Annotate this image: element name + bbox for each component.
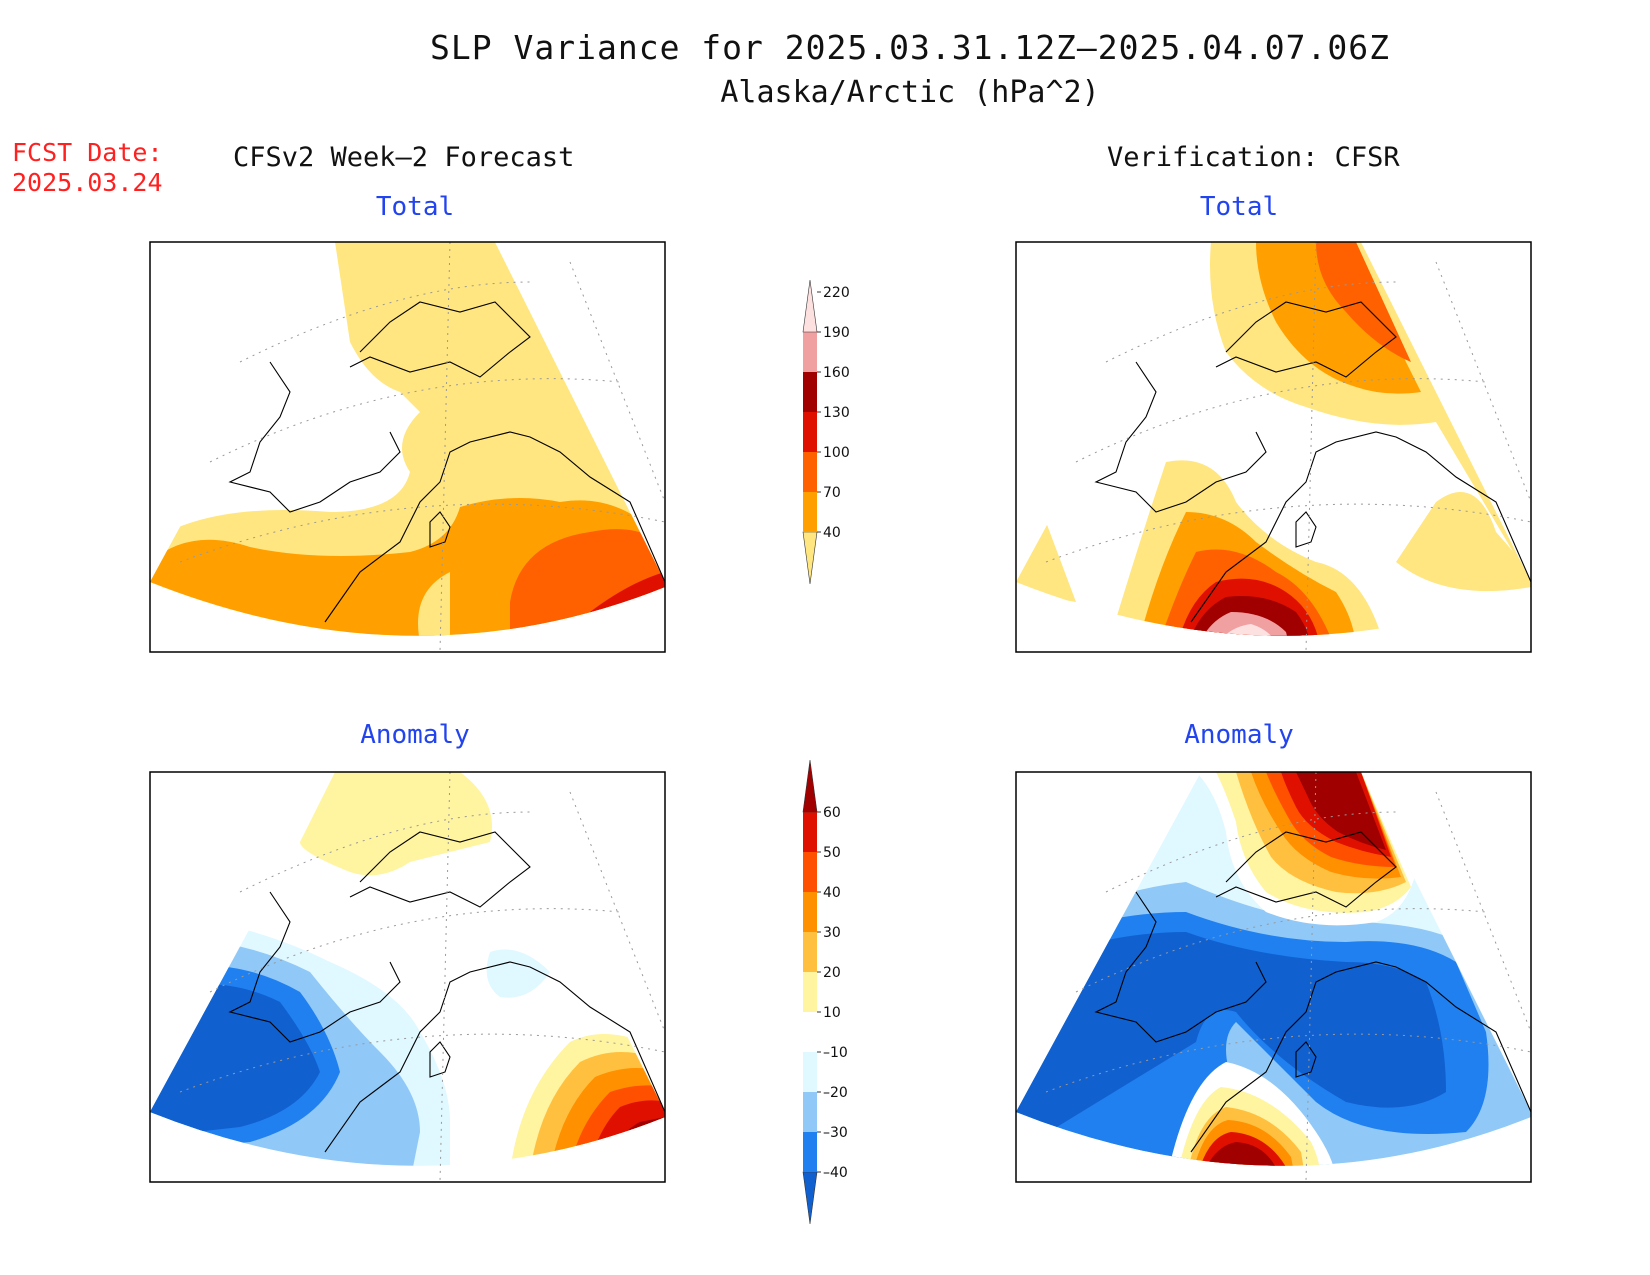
fcst-date-value: 2025.03.24: [12, 168, 163, 197]
colorbar-total-tick-label: 190: [823, 325, 850, 341]
forecast-column-title: CFSv2 Week–2 Forecast: [233, 142, 575, 173]
colorbar-anomaly-swatch: [803, 1012, 817, 1052]
graticule: [179, 241, 666, 653]
map-verification-anomaly: [1016, 771, 1532, 1183]
panel-title-forecast-anomaly: Anomaly: [360, 720, 470, 750]
colorbar-total-tick-label: 100: [823, 445, 850, 461]
map-forecast-total: [150, 241, 666, 653]
colorbar-anomaly-swatch: [802, 1171, 818, 1225]
verification-column-title: Verification: CFSR: [1107, 142, 1400, 173]
fcst-date-label: FCST Date:: [12, 138, 163, 167]
colorbar-total-swatch: [802, 279, 818, 333]
colorbar-anomaly-tick-label: 30: [823, 925, 841, 941]
map-forecast-anomaly: [150, 771, 666, 1183]
colorbar-total-tick-label: 220: [823, 285, 850, 301]
colorbar-anomaly-swatch: [803, 1132, 817, 1172]
panel-title-forecast-total: Total: [375, 192, 455, 222]
colorbar-anomaly-swatch: [803, 892, 817, 932]
colorbar-total-swatch: [803, 372, 817, 412]
coastline: [1094, 301, 1532, 623]
colorbar-total-swatch: [803, 332, 817, 372]
frame-verification-total: [1015, 241, 1532, 653]
frame-forecast-anomaly: [149, 771, 666, 1183]
colorbar-total-swatch: [803, 492, 817, 532]
colorbar-total-tick-label: 160: [823, 365, 850, 381]
graticule: [1045, 771, 1532, 1183]
colorbar-total-swatch: [803, 452, 817, 492]
frame-verification-anomaly: [1015, 771, 1532, 1183]
colorbar-anomaly-swatch: [803, 972, 817, 1012]
map-verification-total: [1016, 241, 1532, 653]
coastline: [1094, 831, 1532, 1153]
colorbar-anomaly-tick-label: –40: [823, 1165, 848, 1181]
colorbar-anomaly-swatch: [803, 1052, 817, 1092]
colorbar-total-tick-label: 70: [823, 485, 841, 501]
colorbar-anomaly-tick-label: –10: [823, 1045, 848, 1061]
coastline: [228, 301, 666, 623]
colorbar-total-swatch: [803, 412, 817, 452]
colorbar-total-tick-label: 40: [823, 525, 841, 541]
panel-title-verification-total: Total: [1199, 192, 1279, 222]
colorbar-anomaly-swatch: [803, 932, 817, 972]
colorbar-anomaly-tick-label: –20: [823, 1085, 848, 1101]
panel-title-verification-anomaly: Anomaly: [1184, 720, 1294, 750]
graticule: [1045, 241, 1532, 653]
colorbar-anomaly-tick-label: 20: [823, 965, 841, 981]
colorbar-anomaly-swatch: [803, 812, 817, 852]
chart-title: SLP Variance for 2025.03.31.12Z–2025.04.…: [430, 28, 1390, 67]
colorbar-anomaly-tick-label: 60: [823, 805, 841, 821]
colorbar-anomaly-tick-label: 10: [823, 1005, 841, 1021]
coastline: [228, 831, 666, 1153]
frame-forecast-total: [149, 241, 666, 653]
colorbar-anomaly-swatch: [802, 759, 818, 813]
colorbar-anomaly-tick-label: 40: [823, 885, 841, 901]
fcst-date-block: FCST Date: 2025.03.24: [12, 138, 163, 198]
chart-subtitle: Alaska/Arctic (hPa^2): [720, 75, 1100, 110]
colorbar-anomaly-tick-label: –30: [823, 1125, 848, 1141]
colorbar-total-swatch: [802, 531, 818, 585]
colorbar-anomaly-tick-label: 50: [823, 845, 841, 861]
colorbar-anomaly-swatch: [803, 1092, 817, 1132]
colorbar-total: 40 70 100 130 160 190 220: [802, 279, 850, 585]
colorbar-anomaly-swatch: [803, 852, 817, 892]
colorbar-anomaly: –40 –30 –20 –10 10 20 30 40 50 60: [802, 759, 848, 1225]
colorbar-total-tick-label: 130: [823, 405, 850, 421]
graticule: [179, 771, 666, 1183]
